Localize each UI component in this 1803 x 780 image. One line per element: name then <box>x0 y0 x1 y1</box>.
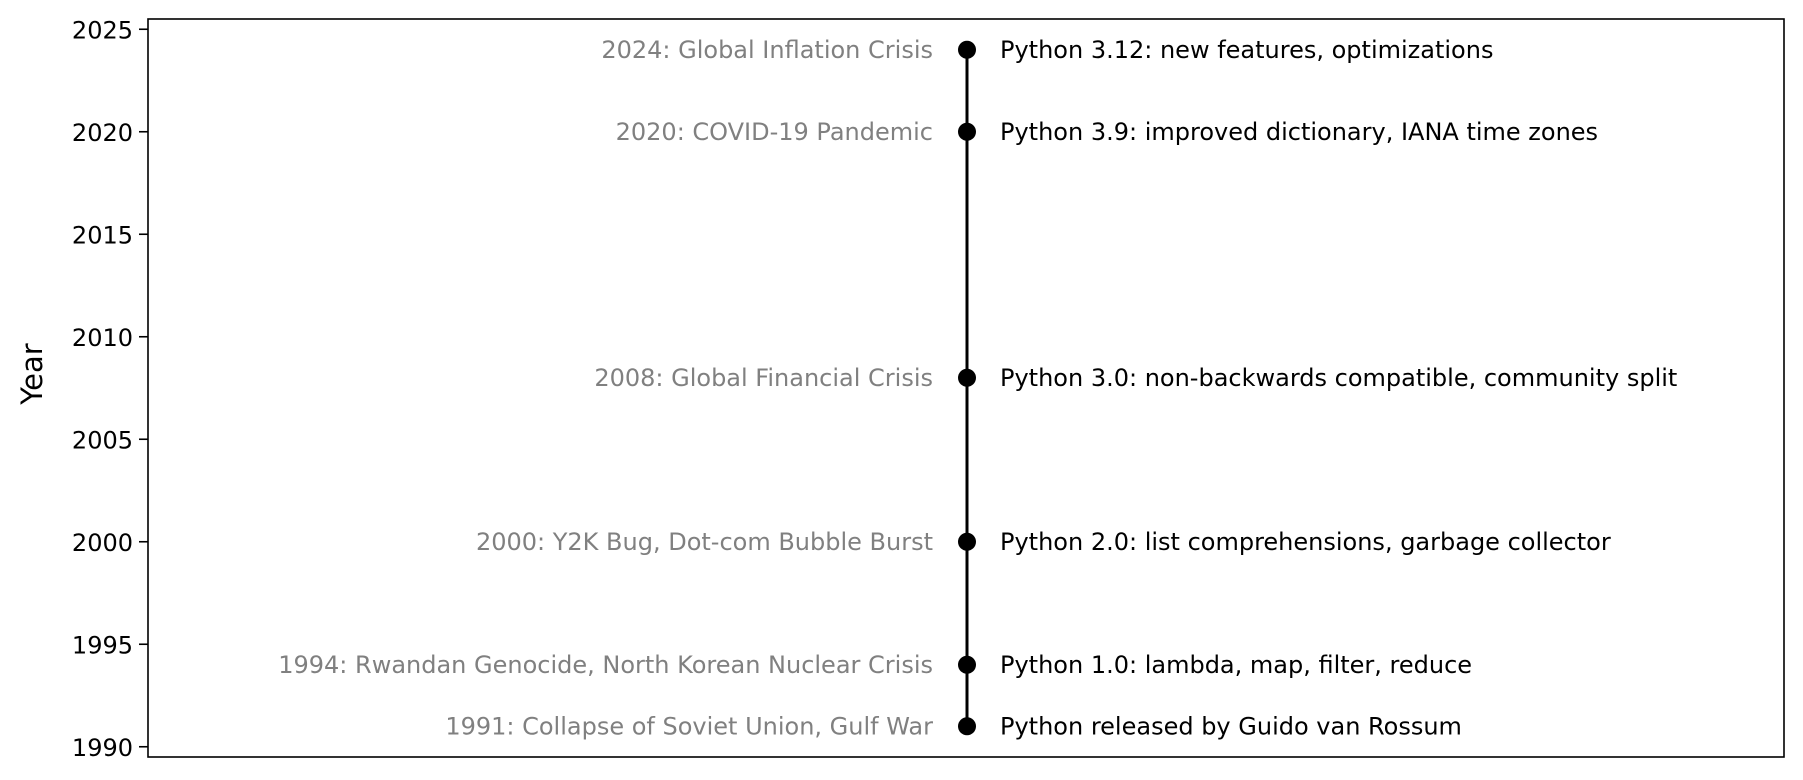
y-tick-label: 2005 <box>72 426 133 454</box>
event-point <box>958 655 976 674</box>
world-event-label: 1991: Collapse of Soviet Union, Gulf War <box>445 712 933 740</box>
world-event-label: 2000: Y2K Bug, Dot-com Bubble Burst <box>476 528 933 556</box>
y-tick-label: 2025 <box>72 16 133 44</box>
y-tick-label: 2000 <box>72 529 133 557</box>
world-event-label: 1994: Rwandan Genocide, North Korean Nuc… <box>278 651 933 679</box>
world-event-label: 2024: Global Inflation Crisis <box>601 36 933 64</box>
events-layer: 1991: Collapse of Soviet Union, Gulf War… <box>278 36 1677 741</box>
python-event-label: Python 1.0: lambda, map, filter, reduce <box>1000 651 1472 679</box>
python-event-label: Python 3.9: improved dictionary, IANA ti… <box>1000 118 1598 146</box>
python-event-label: Python 3.12: new features, optimizations <box>1000 36 1493 64</box>
y-tick-label: 2020 <box>72 119 133 147</box>
y-axis: 1990 1995 2000 2005 2010 2015 2020 2025 <box>72 16 148 762</box>
event-point <box>958 122 976 141</box>
python-event-label: Python 3.0: non-backwards compatible, co… <box>1000 364 1677 392</box>
event-point <box>958 40 976 59</box>
y-axis-label: Year <box>15 343 49 405</box>
python-event-label: Python 2.0: list comprehensions, garbage… <box>1000 528 1611 556</box>
world-event-label: 2008: Global Financial Crisis <box>594 364 933 392</box>
python-event-label: Python released by Guido van Rossum <box>1000 712 1462 740</box>
event-point <box>958 717 976 736</box>
y-tick-label: 2010 <box>72 324 133 352</box>
world-event-label: 2020: COVID-19 Pandemic <box>616 118 933 146</box>
event-point <box>958 368 976 387</box>
event-point <box>958 532 976 551</box>
y-tick-label: 1995 <box>72 631 133 659</box>
y-tick-label: 1990 <box>72 734 133 762</box>
y-tick-label: 2015 <box>72 221 133 249</box>
